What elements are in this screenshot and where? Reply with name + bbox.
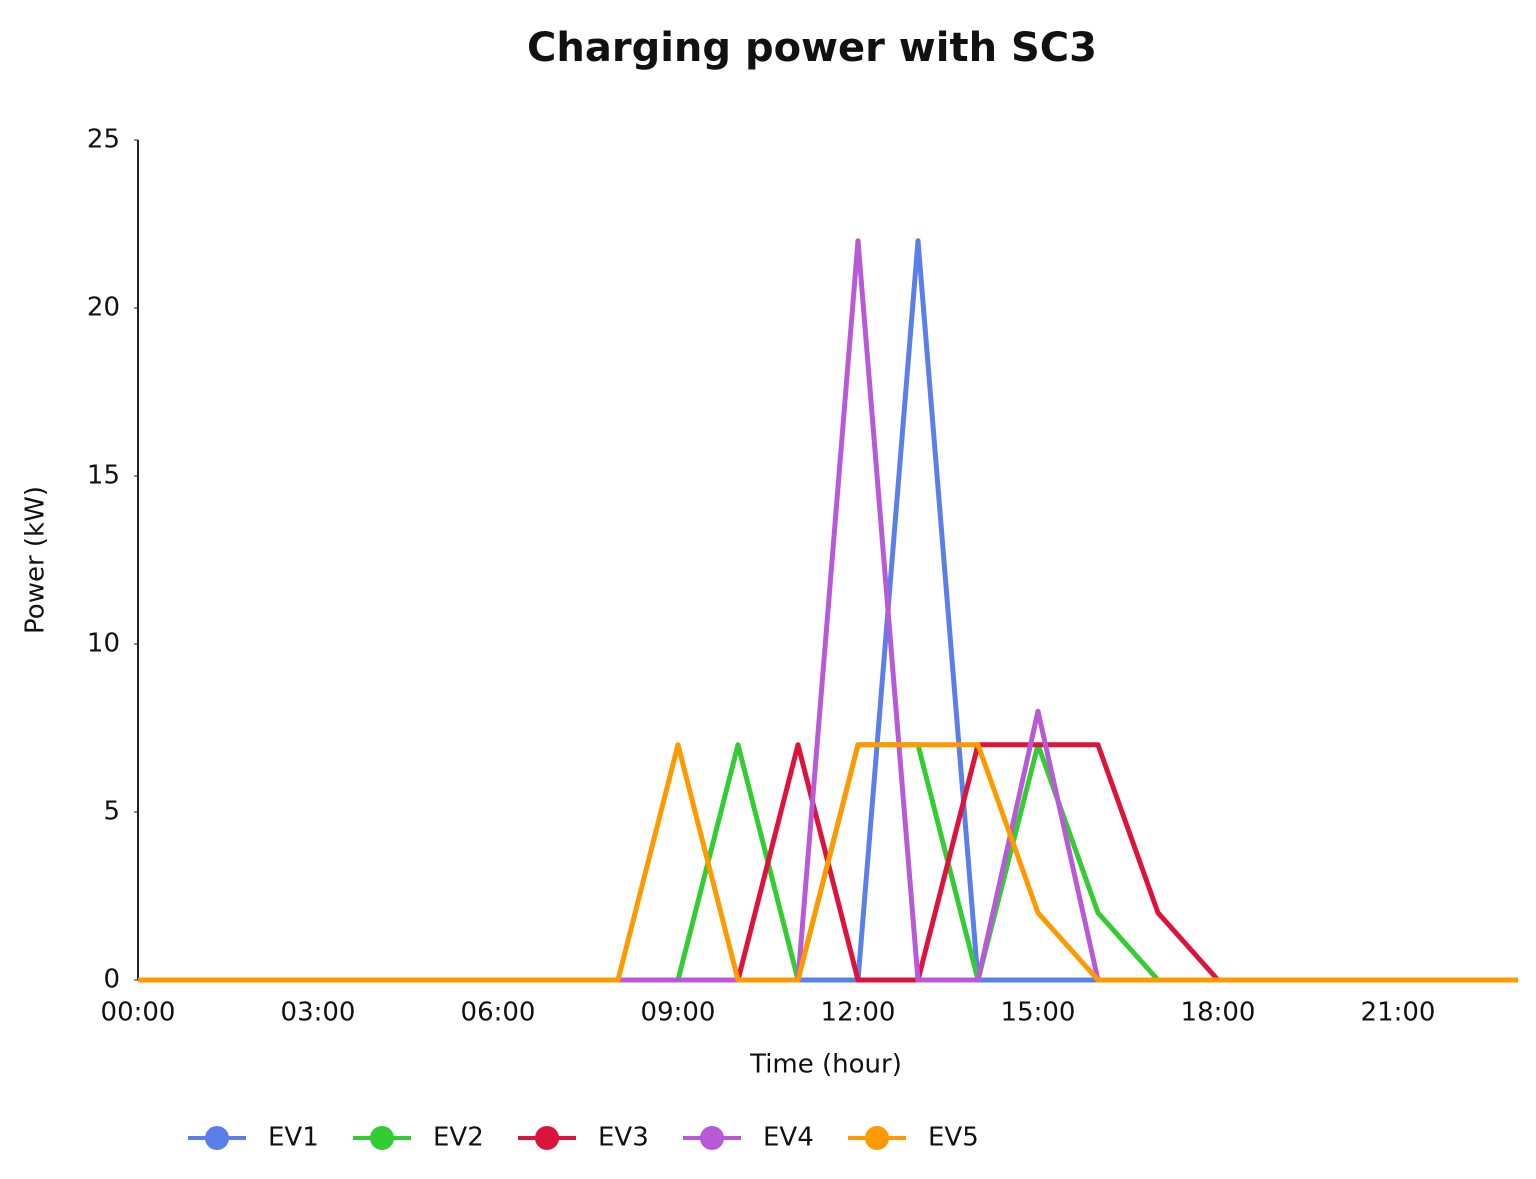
chart-title: Charging power with SC3 [527,25,1097,71]
legend-marker [865,1126,889,1150]
y-tick-label: 10 [87,629,120,659]
y-tick-label: 0 [103,965,120,995]
legend-label: EV1 [268,1123,319,1153]
x-tick-label: 21:00 [1361,998,1436,1028]
legend-label: EV5 [928,1123,979,1153]
series-line [138,742,1518,983]
x-tick-label: 12:00 [821,998,896,1028]
x-axis-label: Time (hour) [749,1050,902,1080]
legend-marker [535,1126,559,1150]
x-tick-label: 15:00 [1001,998,1076,1028]
legend-marker [370,1126,394,1150]
y-tick-label: 20 [87,293,120,323]
y-tick-label: 25 [87,125,120,155]
legend-label: EV3 [598,1123,649,1153]
x-tick-label: 18:00 [1181,998,1256,1028]
legend-label: EV4 [763,1123,814,1153]
legend-marker [700,1126,724,1150]
legend-label: EV2 [433,1123,484,1153]
x-tick-label: 03:00 [281,998,356,1028]
x-tick-label: 00:00 [101,998,176,1028]
legend-marker [205,1126,229,1150]
y-tick-label: 15 [87,461,120,491]
y-tick-label: 5 [103,797,120,827]
x-tick-label: 09:00 [641,998,716,1028]
y-axis-label: Power (kW) [21,486,51,634]
x-tick-label: 06:00 [461,998,536,1028]
